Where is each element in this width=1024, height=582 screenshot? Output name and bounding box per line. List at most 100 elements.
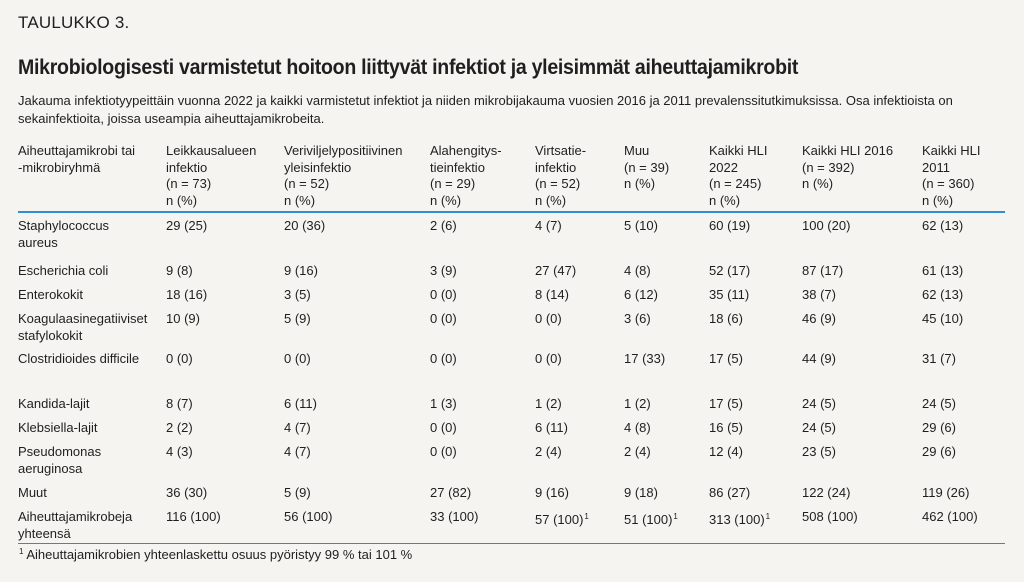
table-cell: 29 (25) [166, 218, 207, 235]
cell-value: 6 (11) [535, 420, 568, 435]
table-cell: 57 (100)1 [535, 509, 589, 529]
table-cell: 9 (16) [284, 263, 318, 280]
cell-value: 27 (47) [535, 263, 577, 278]
table-cell: 16 (5) [709, 420, 743, 437]
cell-value: 24 (5) [802, 396, 836, 411]
table-cell: 52 (17) [709, 263, 750, 280]
row-label: Klebsiella-lajit [18, 420, 97, 437]
table-cell: 0 (0) [430, 420, 457, 437]
table-cell: 18 (6) [709, 311, 743, 328]
table-cell: 24 (5) [802, 420, 836, 437]
cell-value: 1 (2) [535, 396, 562, 411]
cell-value: 17 (33) [624, 351, 666, 366]
table-cell: 4 (8) [624, 263, 651, 280]
table-cell: 33 (100) [430, 509, 478, 526]
column-header-line: n (%) [709, 192, 741, 208]
cell-value: 6 (11) [284, 396, 317, 411]
row-label-line: aureus [18, 234, 58, 250]
table-cell: 18 (16) [166, 287, 207, 304]
cell-value: 24 (5) [802, 420, 836, 435]
cell-value: 44 (9) [802, 351, 836, 366]
table-cell: 5 (9) [284, 311, 311, 328]
table-cell: 27 (82) [430, 485, 471, 502]
table-bottom-rule [18, 543, 1005, 544]
table-cell: 31 (7) [922, 351, 956, 368]
table-cell: 23 (5) [802, 444, 836, 461]
cell-value: 86 (27) [709, 485, 751, 500]
column-header: Muu (n = 39) n (%) [624, 143, 669, 193]
row-label: Muut [18, 485, 47, 502]
footnote-mark: 1 [673, 512, 678, 521]
table-cell: 0 (0) [430, 311, 457, 328]
cell-value: 31 (7) [922, 351, 956, 366]
table-cell: 6 (11) [535, 420, 568, 437]
cell-value: 12 (4) [709, 444, 743, 459]
row-label-line: Kandida-lajit [18, 396, 90, 411]
table-cell: 36 (30) [166, 485, 207, 502]
table-cell: 0 (0) [535, 311, 562, 328]
table-cell: 29 (6) [922, 420, 956, 437]
table-cell: 87 (17) [802, 263, 843, 280]
cell-value: 29 (25) [166, 218, 208, 233]
column-header-line: n (%) [535, 192, 567, 208]
table-cell: 24 (5) [802, 396, 836, 413]
table-cell: 119 (26) [922, 485, 969, 502]
table-cell: 3 (5) [284, 287, 311, 304]
footnote: 1 Aiheuttajamikrobien yhteenlaskettu osu… [19, 547, 413, 562]
cell-value: 9 (16) [535, 485, 569, 500]
table-cell: 61 (13) [922, 263, 963, 280]
cell-value: 3 (5) [284, 287, 311, 302]
column-header: Kaikki HLI 2022 (n = 245) n (%) [709, 143, 768, 209]
table-cell: 17 (5) [709, 351, 743, 368]
column-header-line: Muu [624, 143, 650, 158]
table-cell: 0 (0) [166, 351, 193, 368]
column-header-line: Kaikki HLI [922, 143, 981, 158]
cell-value: 10 (9) [166, 311, 200, 326]
cell-value: 60 (19) [709, 218, 751, 233]
cell-value: 0 (0) [535, 311, 562, 326]
column-header-line: -mikrobiryhmä [18, 159, 101, 175]
cell-value: 2 (4) [624, 444, 651, 459]
column-header-line: 2011 [922, 159, 950, 175]
row-label-line: Koagulaasinegatiiviset [18, 311, 148, 326]
column-header-line: (n = 73) [166, 176, 212, 191]
column-header-line: Veriviljelypositiivinen [284, 143, 403, 158]
table-cell: 0 (0) [430, 287, 457, 304]
cell-value: 36 (30) [166, 485, 208, 500]
cell-value: 62 (13) [922, 218, 964, 233]
row-label: Clostridioides difficile [18, 351, 139, 368]
column-header-line: n (%) [922, 192, 954, 208]
cell-value: 45 (10) [922, 311, 964, 326]
cell-value: 122 (24) [802, 485, 851, 500]
cell-value: 8 (7) [166, 396, 193, 411]
table-cell: 24 (5) [922, 396, 956, 413]
column-header-line: (n = 29) [430, 176, 476, 191]
row-label: Enterokokit [18, 287, 83, 304]
row-label-line: stafylokokit [18, 327, 83, 343]
cell-value: 61 (13) [922, 263, 964, 278]
cell-value: 119 (26) [922, 485, 970, 500]
cell-value: 51 (100) [624, 512, 673, 527]
row-label-line: Clostridioides difficile [18, 351, 140, 366]
table-cell: 508 (100) [802, 509, 858, 526]
table-cell: 0 (0) [535, 351, 562, 368]
column-header: Veriviljelypositiivinen yleisinfektio (n =… [284, 143, 403, 209]
table-cell: 9 (8) [166, 263, 193, 280]
cell-value: 0 (0) [284, 351, 311, 366]
row-label-line: Muut [18, 485, 47, 500]
table-cell: 1 (3) [430, 396, 457, 413]
cell-value: 0 (0) [430, 287, 457, 302]
table-cell: 5 (10) [624, 218, 658, 235]
cell-value: 0 (0) [166, 351, 193, 366]
cell-value: 5 (9) [284, 311, 311, 326]
cell-value: 18 (16) [166, 287, 208, 302]
cell-value: 18 (6) [709, 311, 743, 326]
table-cell: 1 (2) [624, 396, 651, 413]
cell-value: 4 (7) [535, 218, 562, 233]
table-cell: 8 (14) [535, 287, 569, 304]
cell-value: 29 (6) [922, 420, 956, 435]
table-cell: 5 (9) [284, 485, 311, 502]
cell-value: 0 (0) [430, 444, 457, 459]
column-header-line: n (%) [802, 176, 834, 191]
table-cell: 12 (4) [709, 444, 743, 461]
